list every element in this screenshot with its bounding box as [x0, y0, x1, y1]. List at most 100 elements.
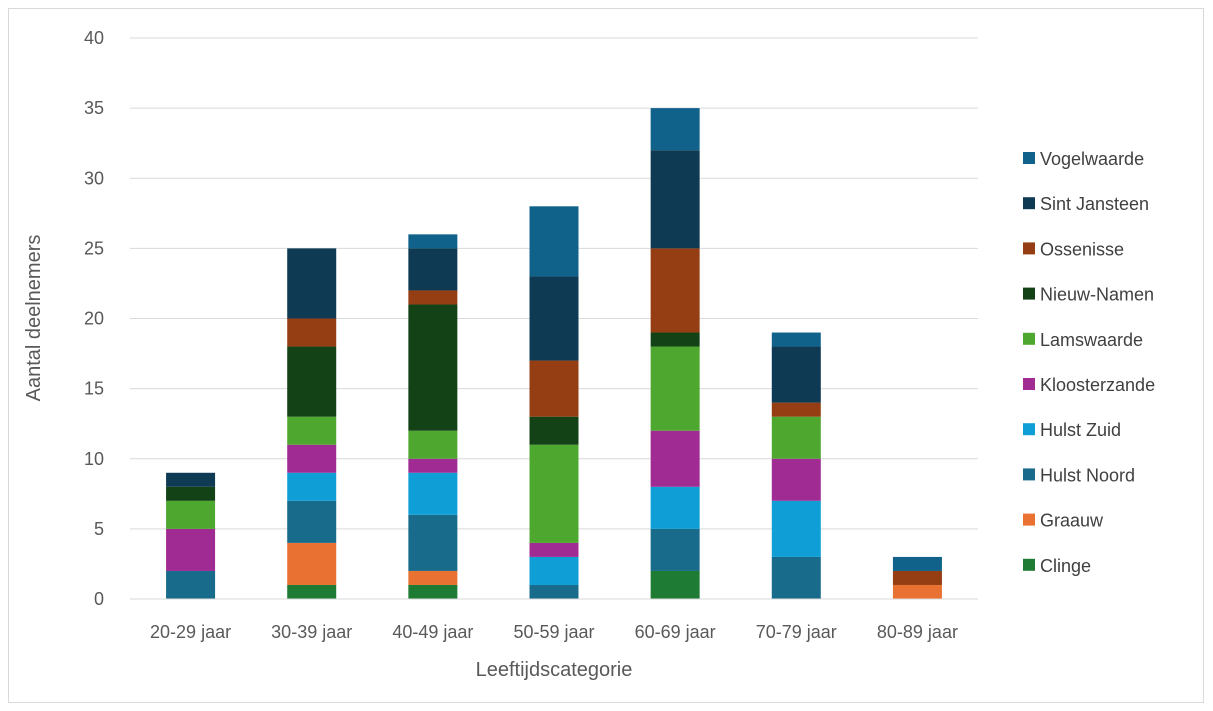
legend-label: Nieuw-Namen: [1040, 285, 1154, 305]
bar-stack: [771, 332, 821, 599]
legend-swatch: [1023, 423, 1035, 436]
legend-label: Hulst Zuid: [1040, 420, 1121, 440]
bar-segment: [287, 318, 337, 347]
bar-segment: [771, 458, 821, 501]
bar-segment: [287, 500, 337, 543]
bar-segment: [650, 346, 700, 431]
y-tick-label: 20: [84, 309, 104, 329]
legend-item: Graauw: [1023, 511, 1104, 531]
y-tick-label: 0: [94, 589, 104, 609]
y-axis-title: Aantal deelnemers: [23, 235, 45, 402]
bar-segment: [287, 584, 337, 599]
x-tick-label: 20-29 jaar: [150, 622, 231, 642]
bar-stack: [650, 108, 700, 599]
bar-segment: [287, 416, 337, 445]
bar-segment: [771, 556, 821, 599]
bar-segment: [408, 570, 458, 585]
x-axis-title: Leeftijdscategorie: [476, 659, 633, 681]
bar-stack: [529, 206, 579, 599]
legend-item: Sint Jansteen: [1023, 194, 1149, 214]
legend-label: Vogelwaarde: [1040, 149, 1144, 169]
bar-segment: [892, 556, 942, 571]
legend-swatch: [1023, 378, 1035, 390]
legend-swatch: [1023, 513, 1035, 526]
legend-swatch: [1023, 332, 1035, 345]
bar-segment: [166, 570, 216, 599]
bar-segment: [529, 360, 579, 417]
legend-label: Hulst Noord: [1040, 465, 1135, 485]
bar-segment: [166, 500, 216, 529]
legend-swatch: [1023, 152, 1035, 164]
legend-label: Graauw: [1040, 511, 1104, 531]
legend-swatch: [1023, 468, 1035, 481]
legend-label: Ossenisse: [1040, 239, 1124, 259]
bar-segment: [287, 248, 337, 319]
y-axis-ticks: 0 5 10 15 20 25 30 35 40: [84, 28, 104, 609]
bar-segment: [166, 472, 216, 487]
bar-segment: [408, 472, 458, 515]
bar-segment: [408, 234, 458, 249]
legend-label: Kloosterzande: [1040, 375, 1155, 395]
legend-item: Kloosterzande: [1023, 375, 1155, 395]
x-tick-label: 60-69 jaar: [635, 622, 716, 642]
legend-swatch: [1023, 287, 1035, 300]
legend-item: Vogelwaarde: [1023, 149, 1144, 169]
bar-segment: [650, 332, 700, 347]
x-tick-label: 30-39 jaar: [271, 622, 352, 642]
bar-segment: [892, 570, 942, 585]
bar-segment: [771, 500, 821, 557]
legend-item: Nieuw-Namen: [1023, 285, 1154, 305]
bar-segment: [408, 430, 458, 459]
legend-label: Lamswaarde: [1040, 330, 1143, 350]
bar-segment: [771, 332, 821, 347]
bar-segment: [287, 472, 337, 501]
bar-segment: [771, 416, 821, 459]
bar-stack: [408, 234, 458, 599]
x-tick-label: 80-89 jaar: [877, 622, 958, 642]
x-tick-label: 70-79 jaar: [756, 622, 837, 642]
bar-segment: [287, 444, 337, 473]
bar-stack: [287, 248, 337, 599]
bar-segment: [287, 346, 337, 417]
bar-stack: [892, 556, 942, 599]
bar-segment: [650, 486, 700, 529]
bar-segment: [529, 416, 579, 445]
bar-segment: [408, 248, 458, 291]
x-axis-ticks: 20-29 jaar 30-39 jaar 40-49 jaar 50-59 jaar…: [150, 622, 958, 642]
bar-segment: [529, 556, 579, 585]
bar-segment: [529, 444, 579, 543]
x-tick-label: 40-49 jaar: [392, 622, 473, 642]
bar-segment: [408, 290, 458, 305]
legend-swatch: [1023, 197, 1035, 210]
y-tick-label: 10: [84, 449, 104, 469]
y-tick-label: 5: [94, 519, 104, 539]
bar-segment: [650, 528, 700, 571]
bar-segment: [287, 542, 337, 585]
bar-segment: [166, 486, 216, 501]
legend-label: Clinge: [1040, 556, 1091, 576]
y-tick-label: 40: [84, 28, 104, 48]
legend-item: Lamswaarde: [1023, 330, 1143, 350]
bar-segment: [771, 346, 821, 403]
bar-segment: [650, 430, 700, 487]
bar-segment: [529, 276, 579, 361]
y-tick-label: 25: [84, 238, 104, 258]
bar-stack: [166, 472, 216, 599]
bars: [166, 108, 942, 599]
bar-segment: [650, 150, 700, 249]
bar-segment: [650, 108, 700, 151]
bar-segment: [408, 584, 458, 599]
legend-item: Clinge: [1023, 556, 1091, 576]
bar-segment: [408, 514, 458, 571]
bar-segment: [166, 528, 216, 571]
bar-segment: [408, 304, 458, 431]
legend-label: Sint Jansteen: [1040, 194, 1149, 214]
bar-segment: [650, 248, 700, 333]
x-tick-label: 50-59 jaar: [513, 622, 594, 642]
bar-segment: [529, 584, 579, 599]
y-tick-label: 35: [84, 98, 104, 118]
bar-segment: [529, 542, 579, 557]
legend: Vogelwaarde Sint Jansteen Ossenisse Nieuw-N…: [1023, 149, 1155, 576]
legend-item: Hulst Zuid: [1023, 420, 1121, 440]
